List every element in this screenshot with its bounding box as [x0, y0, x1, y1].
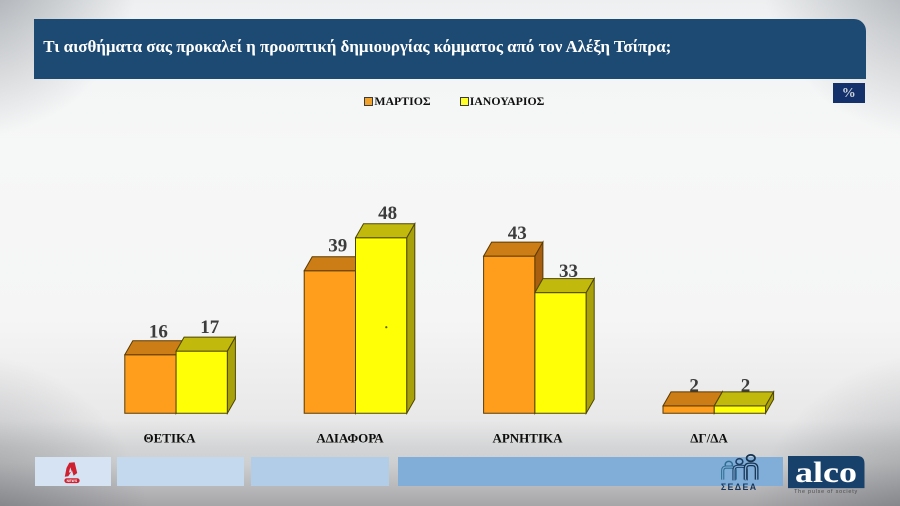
- svg-text:ΔΓ/ΔΑ: ΔΓ/ΔΑ: [690, 430, 728, 445]
- svg-text:33: 33: [559, 261, 578, 282]
- svg-text:17: 17: [200, 317, 220, 338]
- svg-text:39: 39: [328, 236, 347, 257]
- svg-text:ΑΔΙΑΦΟΡΑ: ΑΔΙΑΦΟΡΑ: [316, 430, 384, 445]
- svg-text:ΣΕΔΕΑ: ΣΕΔΕΑ: [721, 482, 758, 492]
- svg-text:ΘΕΤΙΚΑ: ΘΕΤΙΚΑ: [143, 430, 196, 445]
- svg-text:alco: alco: [795, 456, 857, 489]
- svg-text:NEWS: NEWS: [67, 479, 78, 483]
- svg-text:16: 16: [149, 322, 168, 343]
- svg-text:43: 43: [508, 223, 527, 244]
- svg-text:2: 2: [689, 375, 699, 396]
- svg-text:2: 2: [741, 375, 751, 396]
- svg-text:48: 48: [378, 203, 397, 224]
- svg-text:ΑΡΝΗΤΙΚΑ: ΑΡΝΗΤΙΚΑ: [492, 430, 563, 445]
